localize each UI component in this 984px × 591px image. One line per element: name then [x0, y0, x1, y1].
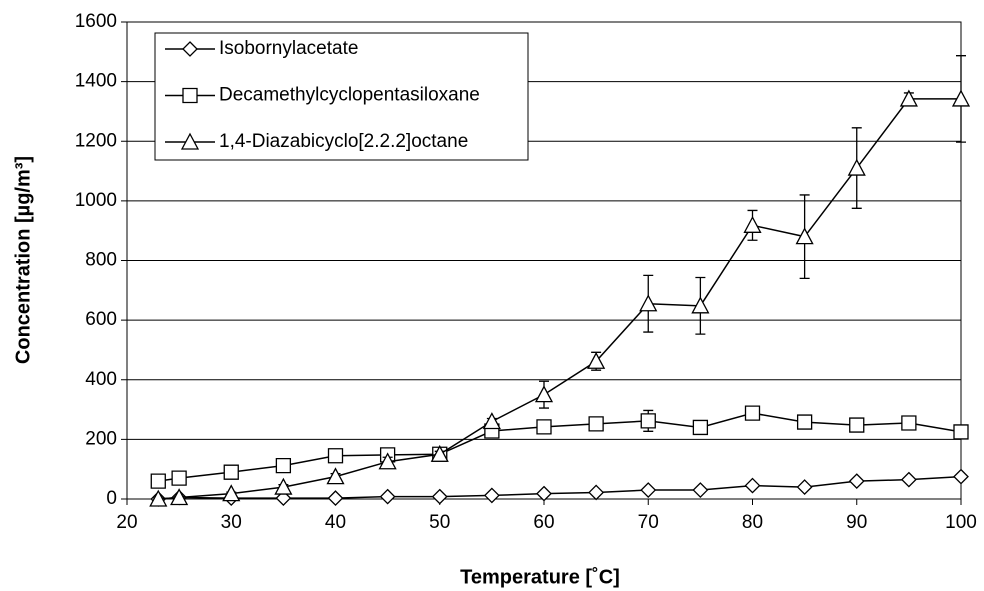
data-point: [692, 482, 709, 498]
data-point: [849, 417, 865, 433]
legend-label: Decamethylcyclopentasiloxane: [219, 85, 480, 106]
data-point: [171, 470, 187, 486]
data-point: [588, 416, 604, 432]
y-axis-title: Concentration [µg/m³]: [12, 156, 34, 364]
x-tick-label: 50: [429, 512, 450, 533]
x-tick-label: 80: [742, 512, 763, 533]
legend-label: Isobornylacetate: [219, 38, 358, 59]
data-point: [149, 489, 168, 507]
y-tick-label: 600: [85, 309, 117, 330]
data-point: [222, 484, 241, 502]
data-point: [848, 473, 865, 490]
data-point: [379, 488, 396, 505]
data-point: [847, 158, 866, 176]
x-tick-label: 40: [325, 512, 346, 533]
data-point: [327, 448, 344, 464]
y-tick-label: 1000: [75, 190, 117, 211]
data-point: [901, 415, 917, 431]
data-point: [744, 477, 761, 494]
data-point: [430, 444, 449, 462]
x-axis-title: Temperature [˚C]: [460, 565, 620, 588]
data-point: [899, 89, 918, 107]
data-point: [483, 487, 500, 504]
y-tick-label: 1200: [75, 130, 117, 151]
data-point: [536, 485, 552, 502]
x-tick-label: 90: [846, 512, 867, 533]
data-point: [743, 215, 762, 233]
data-point: [482, 412, 501, 430]
legend-box: [154, 32, 529, 161]
x-tick-label: 20: [116, 512, 137, 533]
x-tick-label: 100: [945, 512, 977, 533]
x-tick-label: 70: [638, 512, 659, 533]
legend-marker: [182, 87, 198, 104]
data-point: [536, 419, 552, 435]
data-point: [326, 467, 345, 485]
data-point: [691, 296, 710, 314]
data-point: [587, 351, 606, 369]
data-point: [744, 405, 761, 421]
data-point: [223, 464, 239, 480]
data-point: [900, 471, 917, 488]
y-tick-label: 200: [85, 428, 117, 449]
data-point: [274, 477, 293, 495]
y-tick-label: 800: [85, 250, 117, 271]
y-tick-label: 1400: [75, 71, 117, 92]
y-tick-label: 0: [106, 488, 117, 509]
y-tick-label: 400: [85, 369, 117, 390]
data-point: [953, 468, 969, 485]
x-tick-label: 30: [221, 512, 242, 533]
data-point: [534, 385, 554, 403]
data-point: [170, 488, 189, 506]
x-tick-label: 60: [533, 512, 554, 533]
data-point: [692, 419, 709, 436]
data-point: [796, 479, 813, 495]
data-point: [795, 227, 814, 245]
data-point: [588, 484, 605, 501]
data-point: [378, 452, 397, 470]
data-point: [796, 414, 813, 430]
data-point: [639, 294, 658, 312]
y-tick-label: 1600: [75, 11, 117, 32]
data-point: [953, 424, 969, 440]
legend-label: 1,4-Diazabicyclo[2.2.2]octane: [219, 131, 468, 152]
data-point: [640, 413, 656, 429]
legend-marker: [180, 132, 200, 150]
data-point: [640, 482, 657, 498]
data-point: [327, 490, 344, 507]
data-point: [951, 89, 971, 107]
legend-marker: [182, 41, 198, 57]
data-point: [150, 473, 166, 489]
data-point: [275, 457, 292, 474]
data-point: [431, 488, 448, 505]
